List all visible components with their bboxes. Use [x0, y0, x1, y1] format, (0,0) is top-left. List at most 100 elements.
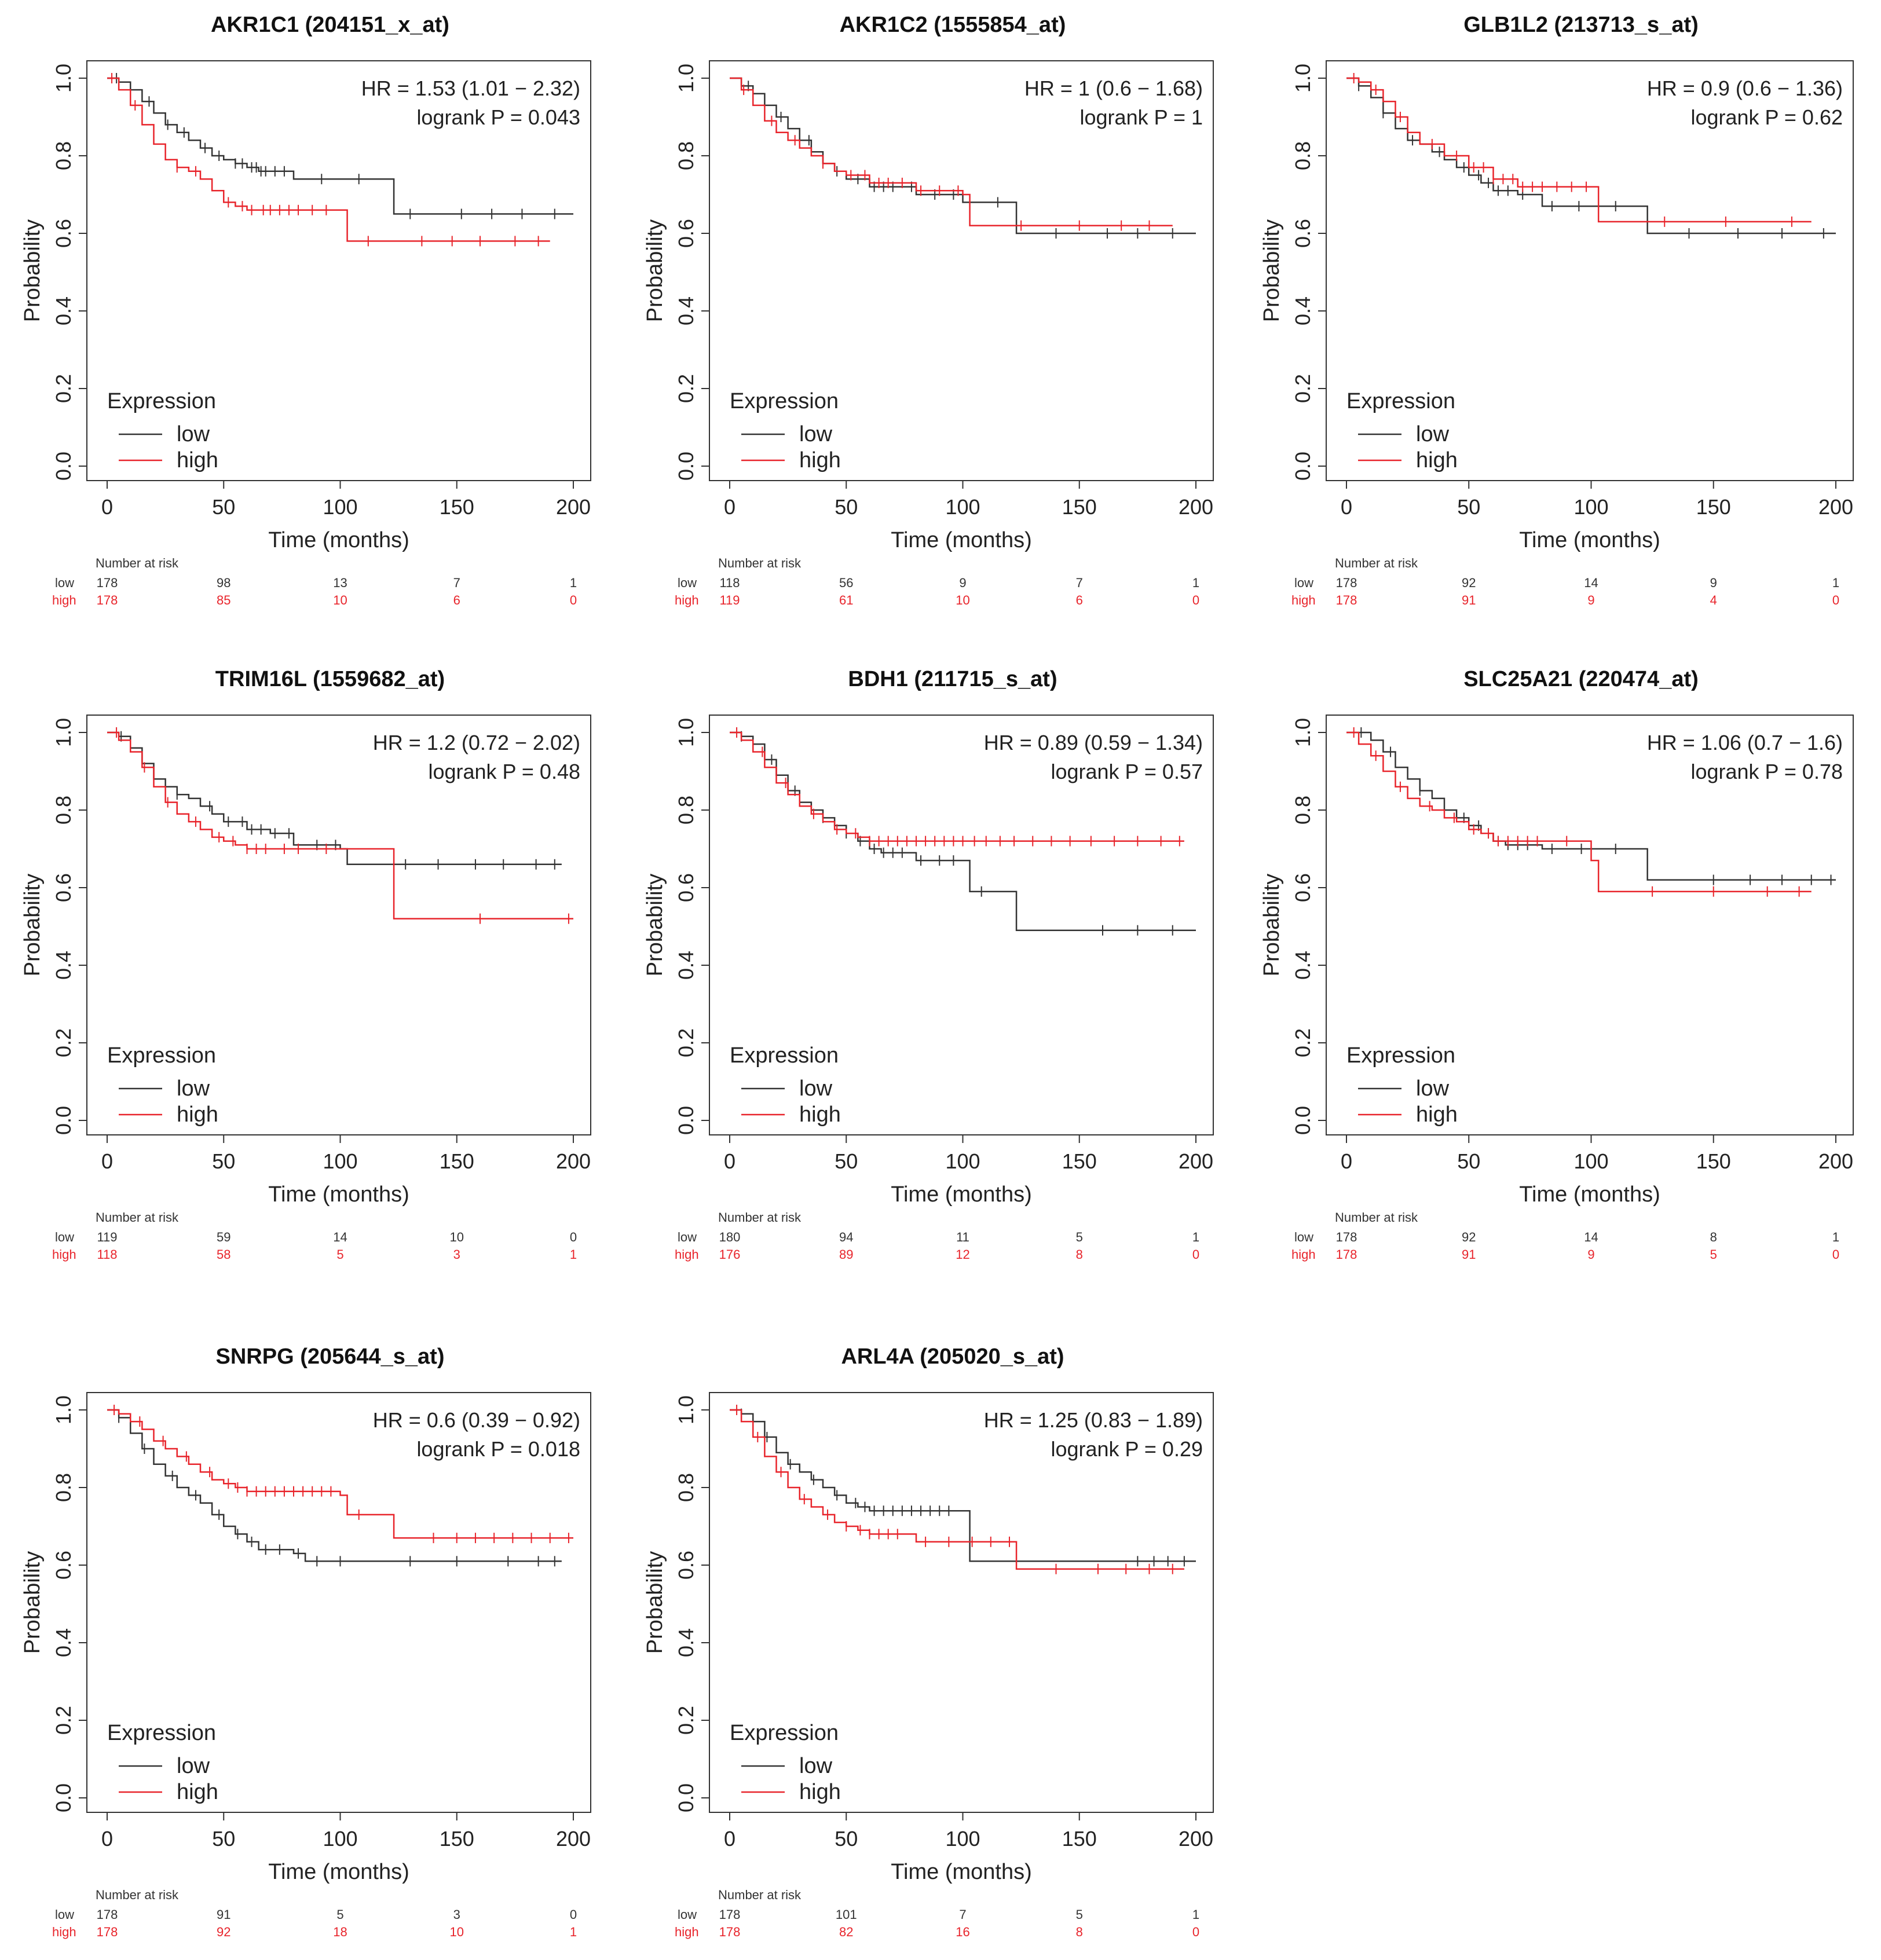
risk-count-low: 118: [719, 576, 740, 590]
x-axis-label: Time (months): [891, 528, 1032, 552]
risk-count-low: 178: [1336, 576, 1357, 590]
risk-count-low: 10: [450, 1230, 464, 1244]
risk-table-header: Number at risk: [96, 1888, 179, 1902]
risk-count-high: 178: [719, 1925, 741, 1939]
risk-count-low: 119: [97, 1230, 117, 1244]
risk-count-high: 178: [1336, 593, 1357, 607]
legend-label-low: low: [177, 1076, 210, 1101]
legend-title: Expression: [1346, 1043, 1455, 1068]
plot-frame: [86, 1392, 591, 1813]
legend-label-high: high: [177, 1780, 218, 1804]
y-tick-label: 0.2: [1291, 374, 1315, 403]
risk-count-low: 0: [570, 1907, 577, 1922]
risk-table-header: Number at risk: [96, 556, 179, 570]
risk-count-low: 178: [97, 1907, 118, 1922]
y-tick-label: 1.0: [674, 718, 698, 747]
y-tick-label: 1.0: [674, 1395, 698, 1424]
km-curve-high: [730, 77, 1173, 226]
risk-count-high: 3: [453, 1247, 460, 1262]
risk-row-label-high: high: [52, 1925, 76, 1939]
legend-label-low: low: [799, 422, 833, 446]
km-curve-high: [107, 77, 550, 242]
risk-count-low: 1: [1832, 576, 1839, 590]
km-plot: ARL4A (205020_s_at) 0.0 0.2 0.4 0.6 0.8 1.0 Pro…: [643, 1344, 1214, 1939]
x-tick-label: 100: [945, 1827, 980, 1851]
y-tick-label: 0.2: [674, 374, 698, 403]
x-axis-label: Time (months): [891, 1182, 1032, 1207]
y-tick-label: 0.4: [52, 1628, 75, 1657]
x-axis-label: Time (months): [268, 1182, 409, 1207]
x-axis-label: Time (months): [1519, 1182, 1660, 1207]
y-axis-label: Probability: [643, 874, 667, 976]
x-tick-label: 50: [212, 495, 235, 519]
legend-label-low: low: [177, 422, 210, 446]
km-panel: ARL4A (205020_s_at) 0.0 0.2 0.4 0.6 0.8 1.0 Pro…: [623, 1332, 1236, 1957]
km-curve-low: [107, 731, 562, 866]
risk-count-high: 91: [1462, 593, 1476, 607]
x-axis-label: Time (months): [268, 1860, 409, 1884]
legend-title: Expression: [107, 389, 216, 413]
risk-count-high: 1: [570, 1925, 577, 1939]
risk-count-low: 14: [1584, 1230, 1598, 1244]
risk-table-header: Number at risk: [718, 1210, 802, 1225]
panel-title: ARL4A (205020_s_at): [841, 1344, 1064, 1369]
risk-table-header: Number at risk: [718, 556, 802, 570]
y-tick-label: 0.4: [1291, 296, 1315, 325]
risk-count-low: 5: [1076, 1230, 1083, 1244]
x-tick-label: 0: [724, 1827, 735, 1851]
y-tick-label: 0.2: [52, 1028, 75, 1057]
km-panel: SLC25A21 (220474_at) 0.0 0.2 0.4 0.6 0.8 1.0 Pr…: [1239, 654, 1876, 1280]
km-curve-high: [107, 731, 573, 919]
y-tick-label: 0.8: [52, 1473, 75, 1502]
y-tick-label: 0.6: [1291, 219, 1315, 248]
y-tick-label: 1.0: [52, 64, 75, 93]
risk-count-high: 92: [217, 1925, 230, 1939]
panel-title: SNRPG (205644_s_at): [216, 1344, 445, 1369]
risk-count-low: 7: [453, 576, 460, 590]
risk-row-label-low: low: [678, 576, 697, 590]
risk-count-low: 92: [1462, 576, 1476, 590]
legend-title: Expression: [1346, 389, 1455, 413]
km-panel: SNRPG (205644_s_at) 0.0 0.2 0.4 0.6 0.8 1.0 Pro…: [0, 1332, 614, 1957]
risk-count-low: 91: [217, 1907, 230, 1922]
y-tick-label: 1.0: [674, 64, 698, 93]
x-tick-label: 0: [1341, 1149, 1352, 1173]
risk-row-label-low: low: [55, 1230, 74, 1244]
km-plot: TRIM16L (1559682_at) 0.0 0.2 0.4 0.6 0.8 1.0 Pr…: [20, 667, 591, 1262]
risk-row-label-low: low: [55, 1907, 74, 1922]
y-tick-label: 0.4: [1291, 951, 1315, 980]
km-curve-low: [1346, 731, 1836, 881]
risk-count-high: 10: [956, 593, 969, 607]
risk-count-low: 5: [336, 1907, 343, 1922]
x-tick-label: 50: [835, 495, 858, 519]
risk-row-label-high: high: [675, 593, 699, 607]
km-curve-low: [107, 1409, 562, 1562]
y-tick-label: 0.2: [52, 374, 75, 403]
x-tick-label: 200: [556, 1149, 591, 1173]
risk-count-high: 89: [839, 1247, 853, 1262]
logrank-p: logrank P = 0.29: [1051, 1437, 1203, 1461]
risk-count-high: 85: [217, 593, 230, 607]
y-tick-label: 0.4: [52, 951, 75, 980]
risk-count-high: 6: [453, 593, 460, 607]
y-axis-label: Probability: [20, 219, 45, 322]
km-curve-low: [1346, 77, 1836, 235]
legend-title: Expression: [730, 1721, 839, 1745]
x-tick-label: 200: [556, 1827, 591, 1851]
risk-count-high: 5: [336, 1247, 343, 1262]
risk-count-high: 8: [1076, 1247, 1083, 1262]
y-tick-label: 0.2: [1291, 1028, 1315, 1057]
risk-count-high: 0: [1832, 1247, 1839, 1262]
risk-count-high: 176: [719, 1247, 741, 1262]
risk-count-low: 11: [956, 1230, 969, 1244]
km-curve-high: [1346, 77, 1812, 223]
y-tick-label: 0.0: [1291, 452, 1315, 481]
y-tick-label: 0.6: [1291, 873, 1315, 902]
logrank-p: logrank P = 0.62: [1690, 105, 1843, 129]
plot-frame: [1326, 60, 1854, 481]
hazard-ratio: HR = 0.89 (0.59 − 1.34): [984, 731, 1203, 754]
risk-row-label-high: high: [52, 1247, 76, 1262]
km-plot: SNRPG (205644_s_at) 0.0 0.2 0.4 0.6 0.8 1.0 Pro…: [20, 1344, 591, 1939]
legend-label-low: low: [1416, 422, 1450, 446]
legend-label-high: high: [1416, 1102, 1458, 1127]
